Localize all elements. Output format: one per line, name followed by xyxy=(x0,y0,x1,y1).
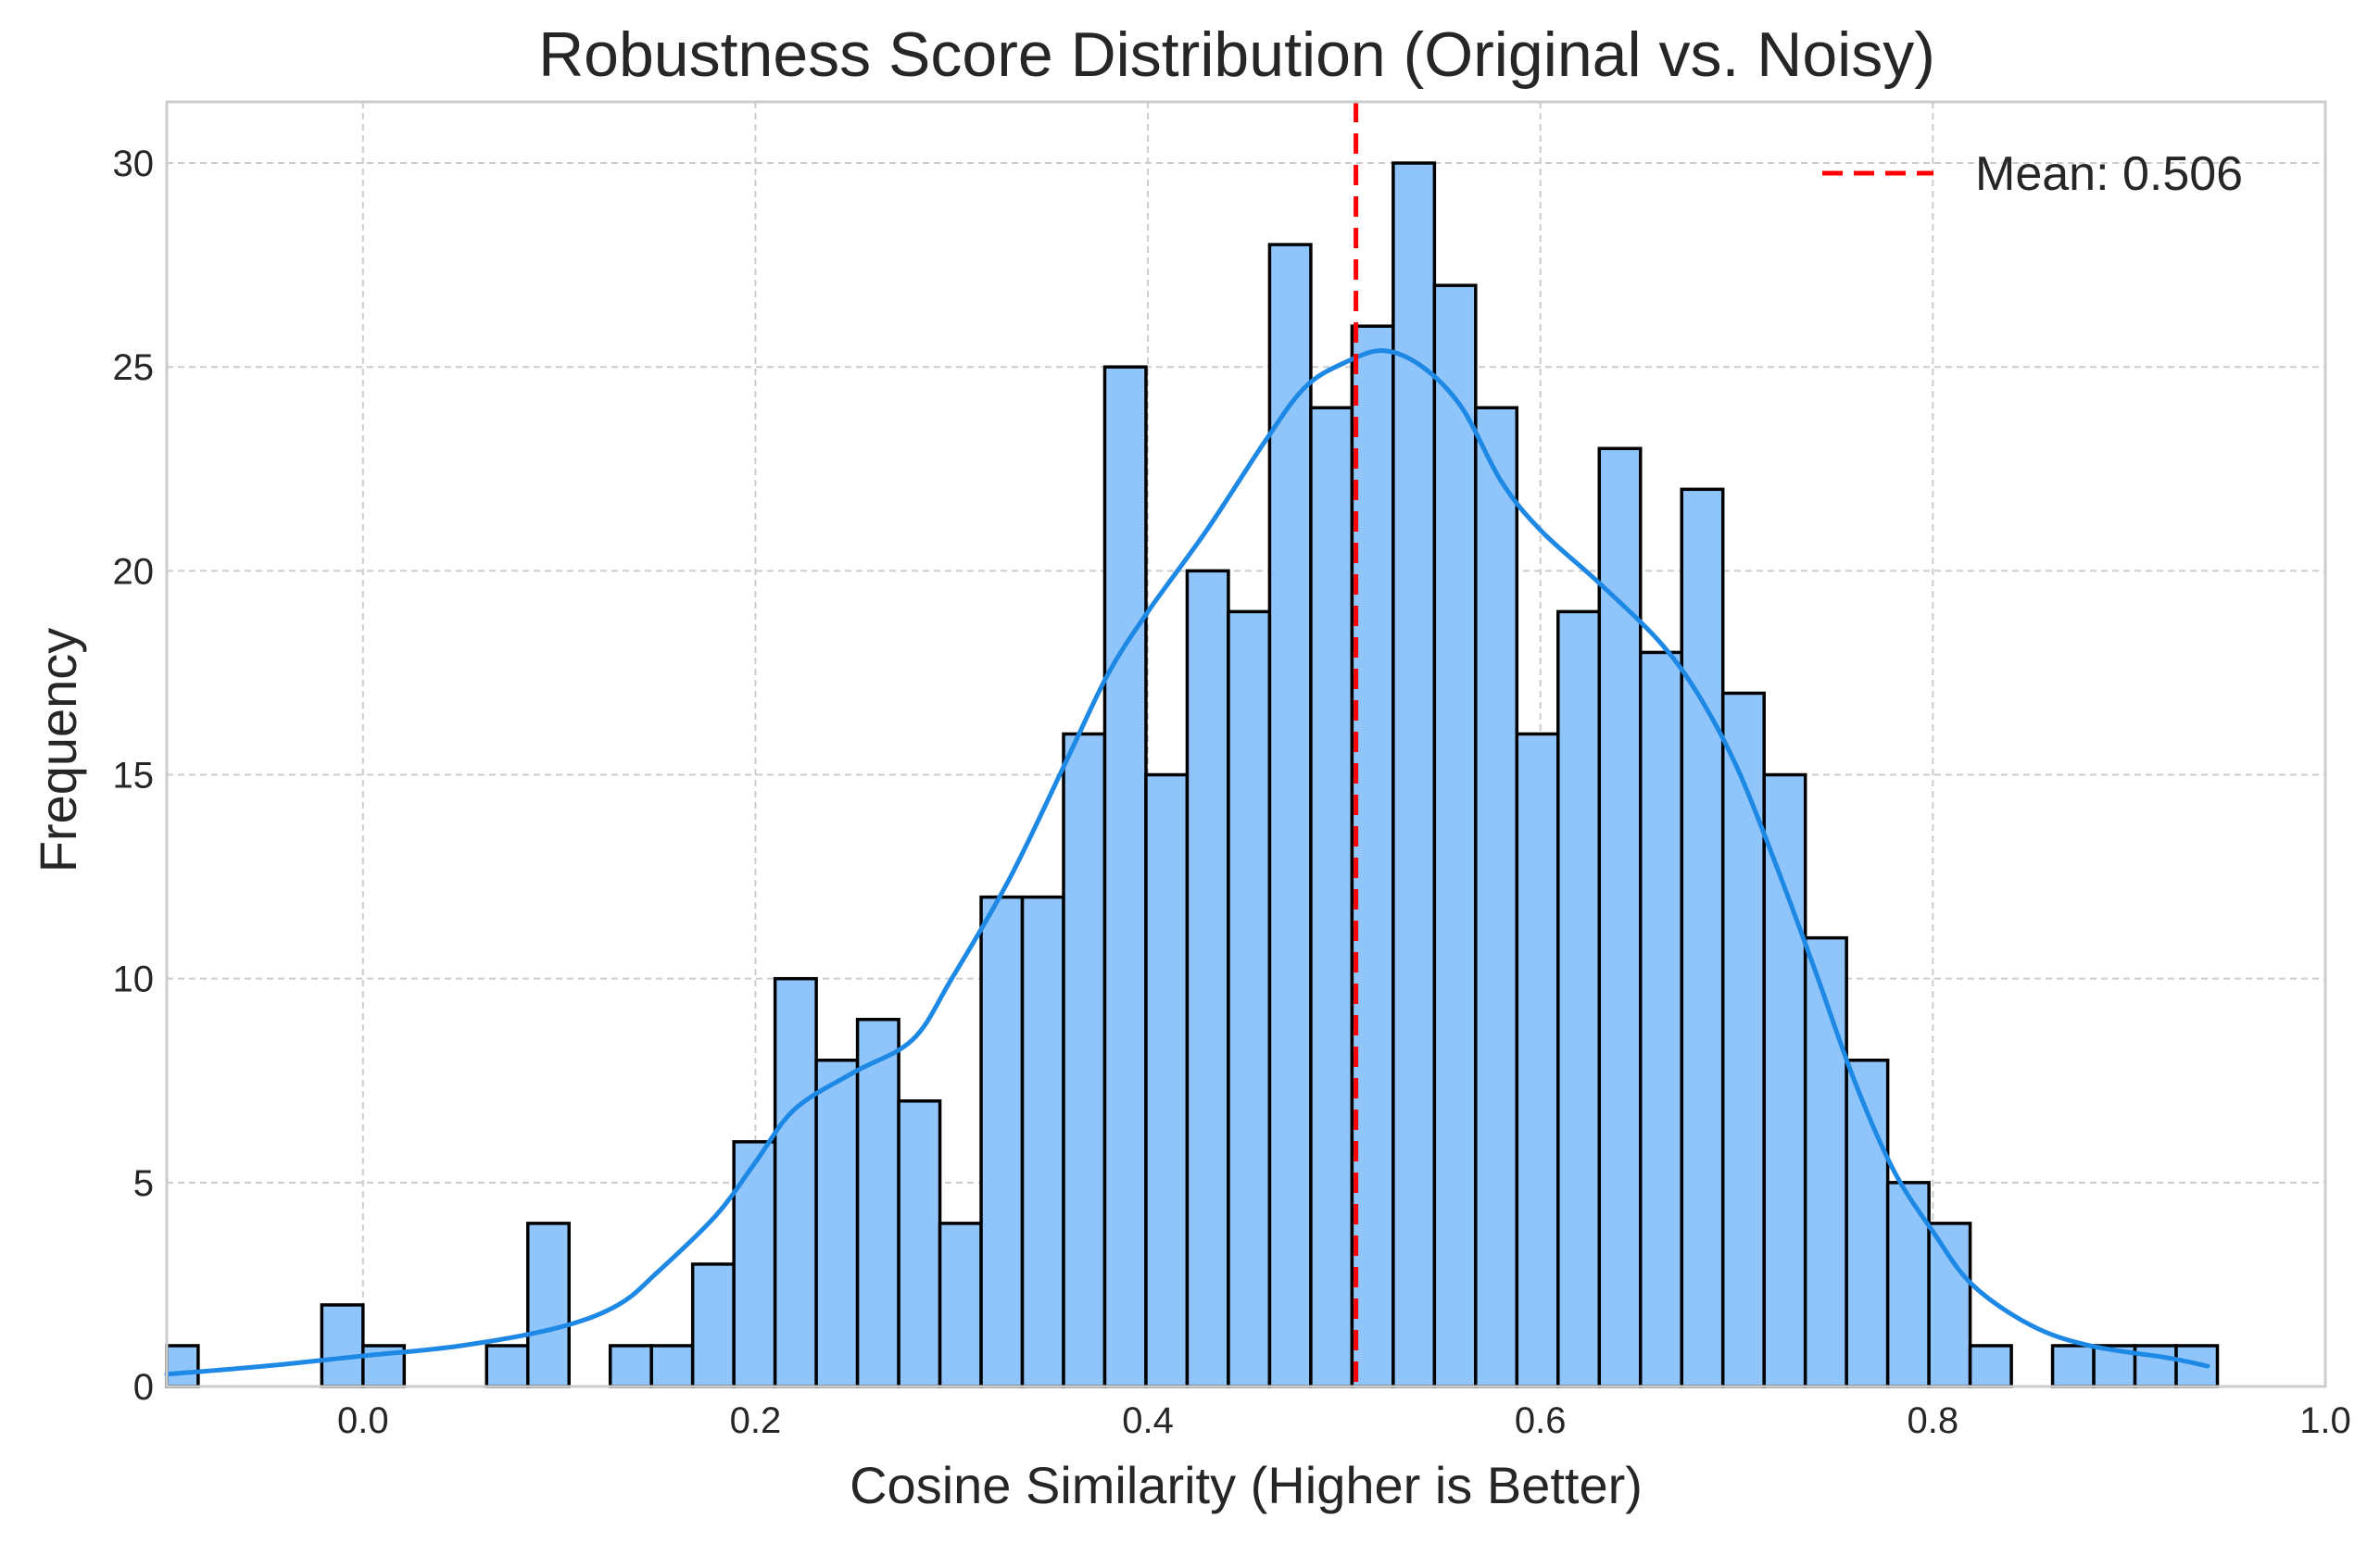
histogram-bar xyxy=(1927,1222,1972,1388)
x-axis-label: Cosine Similarity (Higher is Better) xyxy=(850,1456,1643,1514)
y-tick-label: 25 xyxy=(113,347,155,388)
histogram-bar xyxy=(1639,650,1683,1388)
x-tick-labels: 0.0 0.2 0.4 0.6 0.8 1.0 xyxy=(337,1400,2351,1441)
histogram-bar xyxy=(1474,406,1519,1388)
histogram-bar xyxy=(1102,365,1148,1388)
histogram-bar xyxy=(1267,243,1313,1388)
histogram-bar xyxy=(1185,569,1230,1388)
y-tick-label: 5 xyxy=(133,1163,154,1204)
histogram-bar xyxy=(897,1099,942,1388)
legend-mean-label: Mean: 0.506 xyxy=(1975,147,2243,201)
histogram-bar xyxy=(938,1222,983,1388)
histogram-bar xyxy=(1062,732,1107,1388)
histogram-bar xyxy=(2050,1344,2096,1388)
histogram-bar xyxy=(773,976,818,1388)
histogram-bar xyxy=(690,1262,736,1388)
x-tick-label: 0.8 xyxy=(1908,1400,1959,1441)
histogram-bar xyxy=(485,1344,530,1388)
kde-curve xyxy=(164,348,2210,1377)
y-tick-label: 30 xyxy=(113,144,155,184)
x-tick-label: 0.2 xyxy=(730,1400,782,1441)
histogram-bar xyxy=(1309,406,1354,1388)
histogram-bar xyxy=(320,1303,365,1388)
kde-curve-group xyxy=(164,348,2210,1377)
chart-title: Robustness Score Distribution (Original … xyxy=(538,19,1935,90)
x-tick-label: 0.0 xyxy=(337,1400,389,1441)
histogram-bar xyxy=(814,1058,860,1388)
histogram-bar xyxy=(979,895,1025,1388)
x-tick-label: 1.0 xyxy=(2299,1400,2351,1441)
plot-frame xyxy=(165,100,2327,1388)
histogram-bar xyxy=(1680,487,1725,1388)
y-tick-label: 10 xyxy=(113,960,155,1000)
histogram-bar xyxy=(855,1017,900,1388)
histogram-bar xyxy=(1556,609,1602,1388)
y-tick-label: 15 xyxy=(113,756,155,797)
x-tick-label: 0.6 xyxy=(1515,1400,1567,1441)
histogram-bar xyxy=(1391,161,1437,1388)
histogram-bar xyxy=(1020,895,1065,1388)
y-tick-labels: 0 5 10 15 20 25 30 xyxy=(113,144,155,1408)
x-tick-label: 0.4 xyxy=(1122,1400,1174,1441)
histogram-bar xyxy=(1968,1344,2013,1388)
histogram-bar xyxy=(165,1344,200,1388)
histogram-bar xyxy=(2174,1344,2220,1388)
histogram-bar xyxy=(525,1222,571,1388)
legend: Mean: 0.506 xyxy=(1822,147,2243,201)
histogram-bar xyxy=(1720,691,1766,1388)
histogram-bar xyxy=(1227,609,1272,1388)
histogram-bar xyxy=(649,1344,695,1388)
histogram-bar xyxy=(732,1140,777,1388)
histogram-bar xyxy=(1432,283,1478,1388)
histogram-bar xyxy=(1762,772,1807,1388)
y-axis-label: Frequency xyxy=(29,628,87,873)
histogram-bar xyxy=(608,1344,653,1388)
histogram-bar xyxy=(1515,732,1560,1388)
y-tick-label: 20 xyxy=(113,551,155,592)
histogram-bar xyxy=(1144,772,1190,1388)
histogram-bar xyxy=(1350,324,1395,1388)
y-tick-label: 0 xyxy=(133,1367,154,1408)
